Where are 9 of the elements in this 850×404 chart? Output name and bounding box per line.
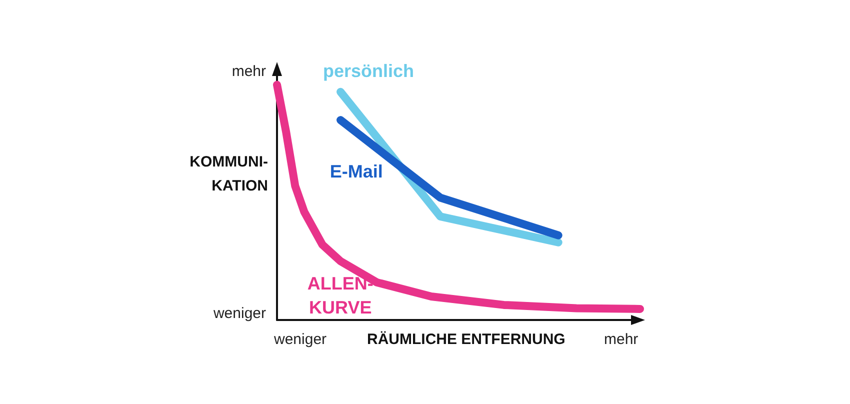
text: weniger	[273, 331, 327, 348]
series-label: E-Mail	[330, 162, 383, 182]
series-label: persönlich	[323, 60, 414, 81]
y-axis-title: KOMMUNI- KATION	[190, 154, 268, 194]
text: mehr	[232, 63, 266, 80]
series-label: ALLEN- KURVE	[307, 274, 374, 318]
text: mehr	[604, 331, 638, 348]
text: weniger	[212, 305, 266, 322]
x-axis-title: RÄUMLICHE ENTFERNUNG	[367, 331, 566, 348]
